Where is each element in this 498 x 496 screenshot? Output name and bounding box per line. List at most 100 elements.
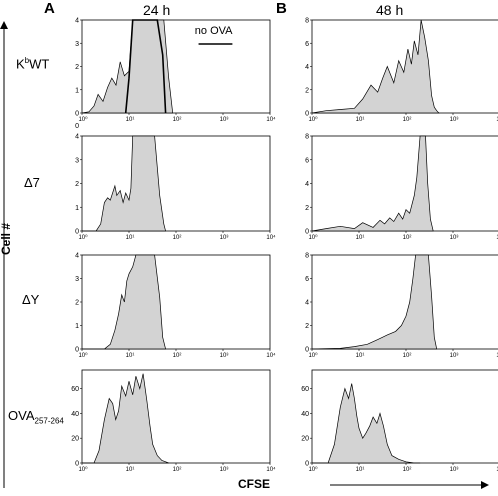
x-tick-label: 10⁰ <box>308 466 318 473</box>
histogram-area <box>311 135 434 232</box>
y-tick-label: 0 <box>75 111 79 118</box>
histogram-a-ova: 0 20 40 60 10⁰ 10¹ 10² 10³ 10⁴ <box>71 369 276 473</box>
x-tick-label: 10¹ <box>356 235 365 241</box>
y-tick-label: 4 <box>305 300 309 307</box>
y-tick-label: 4 <box>75 18 79 25</box>
histogram-b-deltay: 0 2 4 6 8 10⁰ 10¹ 10² 10³ 10⁴ <box>305 253 498 359</box>
x-tick-label: 10⁴ <box>266 234 276 241</box>
panel-a-label: A <box>44 0 55 17</box>
x-tick-label: 10² <box>403 235 412 241</box>
time-label-24h: 24 h <box>143 2 171 18</box>
y-tick-label: 2 <box>305 323 309 330</box>
y-tick-label: 3 <box>75 157 79 164</box>
x-tick-label: 10² <box>173 467 182 473</box>
histogram-area <box>82 254 167 350</box>
histogram-b-ova: 0 20 40 60 10⁰ 10¹ 10² 10³ 10⁴ <box>301 369 498 473</box>
x-tick-label: 10¹ <box>126 353 135 359</box>
y-tick-label: 2 <box>75 64 79 71</box>
y-tick-label: 2 <box>305 205 309 212</box>
x-tick-label: 10¹ <box>356 353 365 359</box>
x-tick-label: 10² <box>173 235 182 241</box>
histogram-a-kbwt: no OVA 0 1 2 3 4 10⁰ 10¹ 10² 10³ 10⁴ 0 <box>75 18 276 131</box>
x-tick-label: 10³ <box>220 235 229 241</box>
y-tick-label: 40 <box>71 411 79 418</box>
panel-b-label: B <box>276 0 287 17</box>
y-tick-label: 0 <box>305 347 309 354</box>
y-tick-label: 20 <box>301 436 309 443</box>
y-tick-label: 1 <box>75 205 79 212</box>
histogram-b-kbwt: 0 2 4 6 8 10⁰ 10¹ 10² 10³ 10⁴ <box>305 18 498 123</box>
y-tick-label: 60 <box>71 386 79 393</box>
x-tick-label: 10¹ <box>126 467 135 473</box>
row-label-kbwt: KbWT <box>16 56 50 72</box>
y-tick-label: 0 <box>75 461 79 468</box>
x-tick-label: 10⁰ <box>78 352 88 359</box>
x-tick-label: 10⁰ <box>78 116 88 123</box>
histogram-a-deltay: 0 1 2 3 4 10⁰ 10¹ 10² 10³ 10⁴ <box>75 253 276 360</box>
x-tick-label: 10⁴ <box>496 352 498 359</box>
x-tick-label: 10³ <box>220 353 229 359</box>
y-tick-label: 1 <box>75 323 79 330</box>
histogram-b-delta7: 0 2 4 6 8 10⁰ 10¹ 10² 10³ 10⁴ <box>305 134 498 241</box>
x-tick-label: 10² <box>173 117 182 123</box>
y-tick-label: 6 <box>305 41 309 48</box>
x-tick-label: 10³ <box>450 117 459 123</box>
x-tick-label: 10⁰ <box>78 466 88 473</box>
y-tick-label: 3 <box>75 276 79 283</box>
x-tick-label: 10¹ <box>126 235 135 241</box>
y-tick-label: 0 <box>305 111 309 118</box>
y-tick-label: 4 <box>305 64 309 71</box>
x-tick-label: 10² <box>403 467 412 473</box>
x-tick-label: 10⁰ <box>308 234 318 241</box>
x-tick-label: 10⁴ <box>496 116 498 123</box>
y-tick-label: 6 <box>305 276 309 283</box>
row-label-delta7: Δ7 <box>24 175 40 190</box>
x-tick-label: 10³ <box>220 467 229 473</box>
y-tick-label: 6 <box>305 157 309 164</box>
x-axis-label: CFSE <box>238 477 271 491</box>
x-tick-label: 10² <box>403 353 412 359</box>
x-tick-label: 10⁰ <box>308 116 318 123</box>
x-tick-label: 10² <box>173 353 182 359</box>
histogram-a-delta7: 0 1 2 3 4 10⁰ 10¹ 10² 10³ 10⁴ <box>75 134 276 242</box>
no-ova-label: no OVA <box>195 25 233 37</box>
x-tick-label: 10⁴ <box>496 234 498 241</box>
y-tick-label: 0 <box>75 229 79 236</box>
y-tick-label: 0 <box>75 347 79 354</box>
x-tick-label: 10³ <box>450 467 459 473</box>
histogram-area <box>311 254 438 350</box>
y-tick-label: 4 <box>305 181 309 188</box>
origin-label: 0 <box>75 123 79 130</box>
y-tick-label: 8 <box>305 134 309 141</box>
y-tick-label: 4 <box>75 253 79 260</box>
x-tick-label: 10³ <box>220 117 229 123</box>
row-label-deltay: ΔY <box>22 292 40 307</box>
x-tick-label: 10⁴ <box>266 352 276 359</box>
y-tick-label: 0 <box>305 461 309 468</box>
x-tick-label: 10⁰ <box>78 234 88 241</box>
y-tick-label: 8 <box>305 18 309 25</box>
x-tick-label: 10⁴ <box>266 466 276 473</box>
x-tick-label: 10¹ <box>126 117 135 123</box>
time-label-48h: 48 h <box>376 2 404 18</box>
x-tick-label: 10¹ <box>356 117 365 123</box>
x-tick-label: 10³ <box>450 353 459 359</box>
histogram-area <box>311 19 440 114</box>
y-tick-label: 8 <box>305 253 309 260</box>
y-tick-label: 4 <box>75 134 79 141</box>
y-tick-label: 20 <box>71 436 79 443</box>
y-tick-label: 40 <box>301 411 309 418</box>
y-tick-label: 0 <box>305 229 309 236</box>
y-tick-label: 2 <box>75 181 79 188</box>
x-tick-label: 10⁰ <box>308 352 318 359</box>
histogram-area <box>82 135 167 232</box>
y-tick-label: 3 <box>75 41 79 48</box>
histogram-area <box>312 383 421 464</box>
x-tick-label: 10² <box>403 117 412 123</box>
plot-frame <box>81 254 271 350</box>
x-tick-label: 10⁴ <box>266 116 276 123</box>
y-tick-label: 60 <box>301 386 309 393</box>
y-tick-label: 1 <box>75 87 79 94</box>
y-tick-label: 2 <box>305 87 309 94</box>
